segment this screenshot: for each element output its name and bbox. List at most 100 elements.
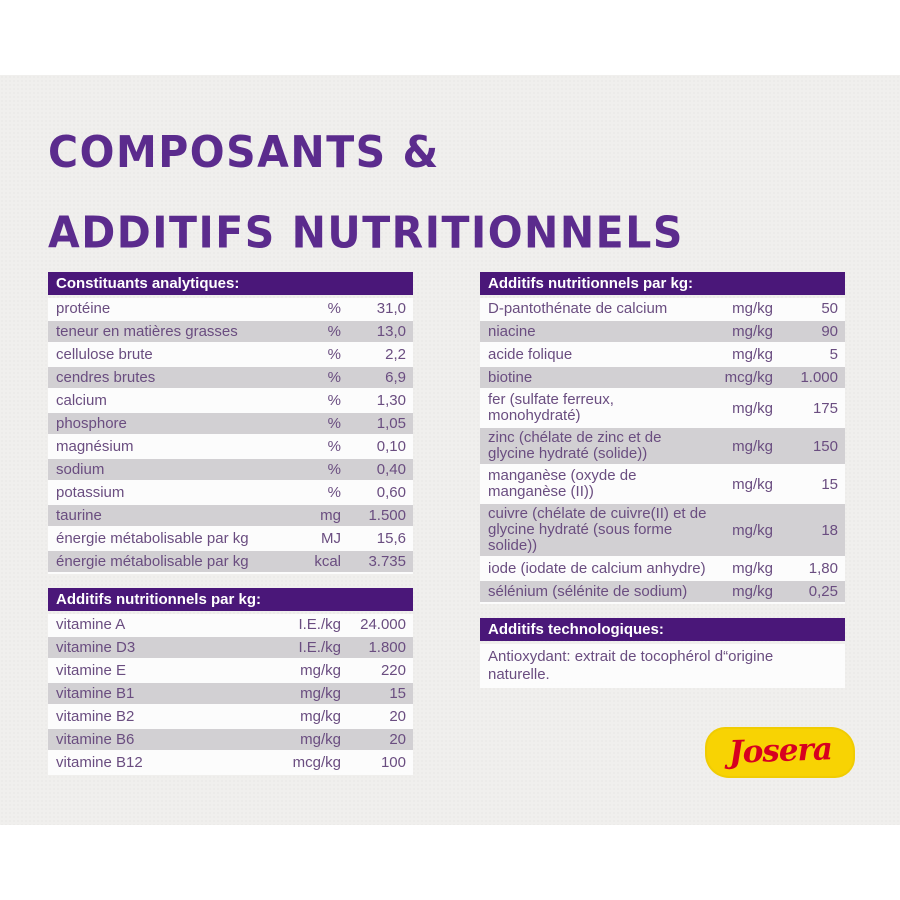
row-unit: mg/kg xyxy=(300,731,341,748)
table-row: teneur en matières grasses % 13,0 xyxy=(48,321,413,344)
row-label: phosphore xyxy=(56,414,127,432)
row-unit: % xyxy=(327,461,341,478)
row-unit: % xyxy=(327,323,341,340)
table-row: vitamine E mg/kg 220 xyxy=(48,660,413,683)
page-title-line1: COMPOSANTS & xyxy=(48,126,440,178)
row-value: 0,60 xyxy=(376,484,406,501)
table-row: vitamine B6 mg/kg 20 xyxy=(48,729,413,752)
row-unit: % xyxy=(327,392,341,409)
row-label: biotine xyxy=(488,368,533,386)
josera-logo: Josera xyxy=(705,727,855,778)
table-row: zinc (chélate de zinc et de glycine hydr… xyxy=(480,428,845,466)
row-unit: mg/kg xyxy=(732,346,773,363)
table-row: énergie métabolisable par kg kcal 3.735 xyxy=(48,551,413,574)
right-column: Additifs nutritionnels par kg: D-pantoth… xyxy=(480,272,845,688)
row-unit: mg xyxy=(320,507,341,524)
table-row: acide folique mg/kg 5 xyxy=(480,344,845,367)
row-unit: % xyxy=(327,369,341,386)
row-unit: MJ xyxy=(321,530,341,547)
row-unit: mg/kg xyxy=(300,685,341,702)
row-unit: % xyxy=(327,415,341,432)
row-value: 13,0 xyxy=(376,323,406,340)
row-value: 0,40 xyxy=(376,461,406,478)
table-row: taurine mg 1.500 xyxy=(48,505,413,528)
row-label: acide folique xyxy=(488,345,573,363)
row-label: vitamine D3 xyxy=(56,638,136,656)
row-label: sodium xyxy=(56,460,105,478)
antioxidant-note: Antioxydant: extrait de tocophérol d“ori… xyxy=(480,644,845,688)
row-value: 15 xyxy=(821,475,838,493)
row-unit: mg/kg xyxy=(732,437,773,455)
table-row: niacine mg/kg 90 xyxy=(480,321,845,344)
table-row: vitamine B2 mg/kg 20 xyxy=(48,706,413,729)
table-row: vitamine B12 mcg/kg 100 xyxy=(48,752,413,775)
table-row: magnésium % 0,10 xyxy=(48,436,413,459)
row-unit: I.E./kg xyxy=(298,616,341,633)
row-value: 1,05 xyxy=(376,415,406,432)
row-value: 150 xyxy=(812,437,838,455)
row-unit: mg/kg xyxy=(732,475,773,493)
table-row: cuivre (chélate de cuivre(II) et de glyc… xyxy=(480,504,845,558)
row-value: 1.800 xyxy=(368,639,406,656)
row-value: 3.735 xyxy=(368,553,406,570)
row-unit: mg/kg xyxy=(732,583,773,600)
table-header-analytical: Constituants analytiques: xyxy=(48,272,413,295)
table-minerals: Additifs nutritionnels par kg: D-pantoth… xyxy=(480,272,845,604)
row-value: 15,6 xyxy=(376,530,406,547)
row-label: énergie métabolisable par kg xyxy=(56,529,249,547)
row-value: 24.000 xyxy=(360,616,406,633)
table-row: vitamine D3 I.E./kg 1.800 xyxy=(48,637,413,660)
table-row: D-pantothénate de calcium mg/kg 50 xyxy=(480,298,845,321)
row-label: cendres brutes xyxy=(56,368,156,386)
table-row: potassium % 0,60 xyxy=(48,482,413,505)
row-label: cuivre (chélate de cuivre(II) et de glyc… xyxy=(488,505,707,554)
row-value: 175 xyxy=(812,399,838,417)
row-label: iode (iodate de calcium anhydre) xyxy=(488,559,706,577)
row-label: niacine xyxy=(488,322,536,340)
row-label: manganèse (oxyde de manganèse (II)) xyxy=(488,467,637,500)
table-row: protéine % 31,0 xyxy=(48,298,413,321)
table-body-analytical: protéine % 31,0 teneur en matières grass… xyxy=(48,298,413,574)
row-unit: mg/kg xyxy=(300,708,341,725)
table-body-vitamins: vitamine A I.E./kg 24.000 vitamine D3 I.… xyxy=(48,614,413,775)
row-value: 20 xyxy=(389,708,406,725)
table-row: iode (iodate de calcium anhydre) mg/kg 1… xyxy=(480,558,845,581)
table-row: biotine mcg/kg 1.000 xyxy=(480,367,845,390)
row-label: énergie métabolisable par kg xyxy=(56,552,249,570)
row-value: 1,30 xyxy=(376,392,406,409)
row-value: 220 xyxy=(380,662,406,679)
table-row: phosphore % 1,05 xyxy=(48,413,413,436)
row-label: vitamine E xyxy=(56,661,127,679)
row-label: zinc (chélate de zinc et de glycine hydr… xyxy=(488,429,662,462)
table-row: vitamine B1 mg/kg 15 xyxy=(48,683,413,706)
row-label: taurine xyxy=(56,506,102,524)
row-unit: mg/kg xyxy=(732,399,773,417)
row-unit: % xyxy=(327,438,341,455)
row-label: vitamine B12 xyxy=(56,753,143,771)
josera-logo-text: Josera xyxy=(727,730,832,771)
row-label: potassium xyxy=(56,483,125,501)
row-label: cellulose brute xyxy=(56,345,153,363)
row-value: 50 xyxy=(821,300,838,317)
row-label: sélénium (sélénite de sodium) xyxy=(488,582,688,600)
row-unit: kcal xyxy=(314,553,341,570)
table-row: sélénium (sélénite de sodium) mg/kg 0,25 xyxy=(480,581,845,604)
table-header-technological: Additifs technologiques: xyxy=(480,618,845,641)
row-value: 2,2 xyxy=(385,346,406,363)
row-label: magnésium xyxy=(56,437,134,455)
row-unit: % xyxy=(327,346,341,363)
row-unit: mg/kg xyxy=(732,560,773,577)
row-label: fer (sulfate ferreux, monohydraté) xyxy=(488,391,614,424)
section-technological-additives: Additifs technologiques: Antioxydant: ex… xyxy=(480,618,845,688)
row-value: 5 xyxy=(829,346,838,363)
row-value: 1.500 xyxy=(368,507,406,524)
row-value: 100 xyxy=(380,754,406,771)
row-label: teneur en matières grasses xyxy=(56,322,238,340)
table-row: fer (sulfate ferreux, monohydraté) mg/kg… xyxy=(480,390,845,428)
row-unit: mg/kg xyxy=(732,323,773,340)
left-column: Constituants analytiques: protéine % 31,… xyxy=(48,272,413,775)
row-unit: % xyxy=(327,484,341,501)
row-value: 6,9 xyxy=(385,369,406,386)
row-value: 1,80 xyxy=(808,560,838,577)
